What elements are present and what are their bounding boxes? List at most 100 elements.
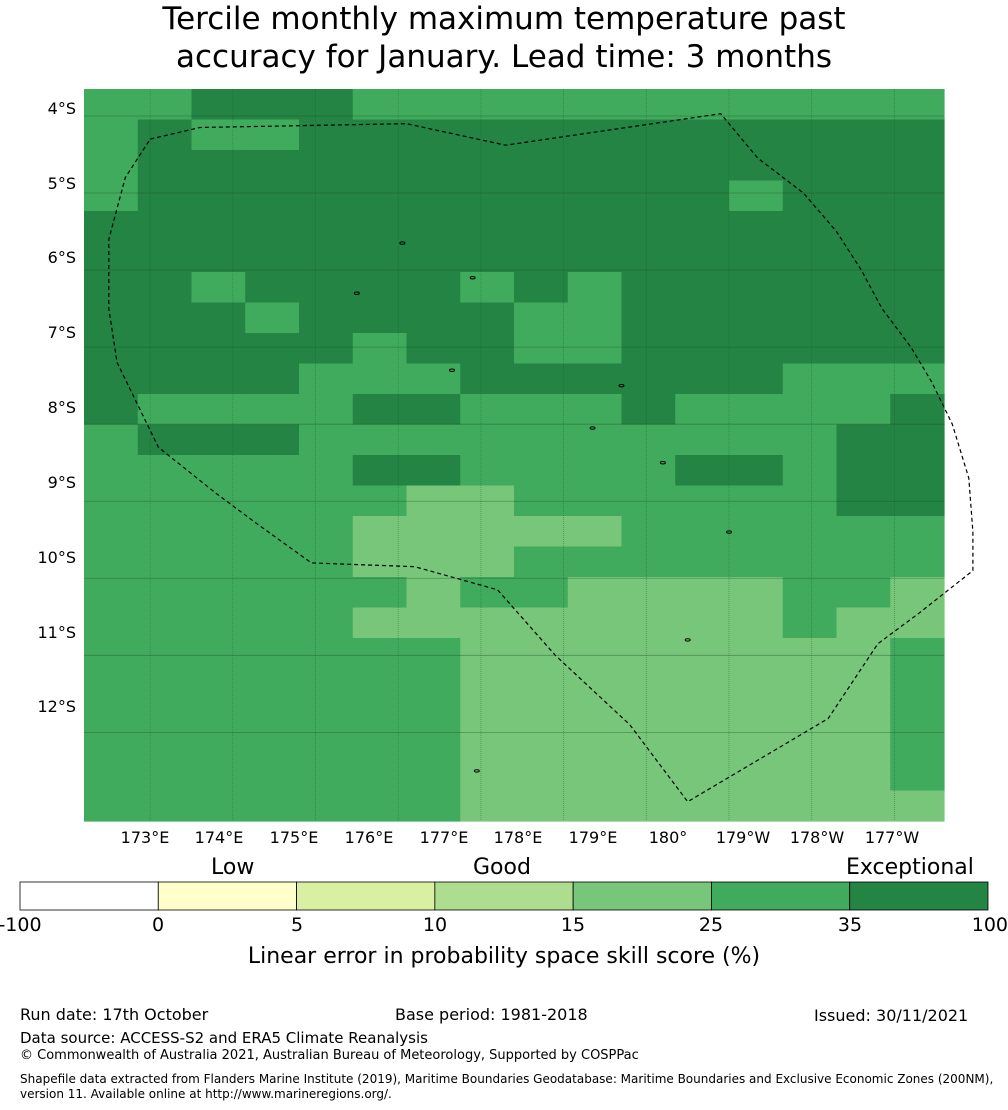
- grid-cell: [245, 485, 300, 517]
- grid-cell: [299, 699, 354, 731]
- lon-label-178e: 178°E: [493, 828, 543, 847]
- grid-cell: [299, 241, 354, 273]
- grid-cell: [406, 485, 461, 517]
- grid-cell: [890, 89, 945, 121]
- grid-cell: [352, 455, 408, 487]
- grid-cell: [567, 89, 623, 121]
- grid-cell: [191, 760, 246, 792]
- colorbar-tick: 100: [971, 914, 1008, 936]
- grid-cell: [137, 211, 193, 243]
- grid-cell: [299, 89, 354, 121]
- grid-cell: [675, 150, 730, 182]
- grid-cell: [567, 363, 623, 395]
- grid-cell: [406, 607, 461, 639]
- grid-cell: [621, 211, 676, 243]
- grid-cell: [299, 790, 354, 822]
- grid-cell: [406, 363, 461, 395]
- grid-cell: [406, 546, 461, 578]
- grid-cell: [460, 699, 515, 731]
- grid-cell: [567, 211, 623, 243]
- grid-cell: [84, 180, 139, 212]
- grid-cell: [299, 668, 354, 700]
- grid-cell: [137, 607, 193, 639]
- grid-cell: [890, 241, 945, 273]
- grid-cell: [299, 424, 354, 456]
- grid-cell: [782, 150, 838, 182]
- grid-cell: [191, 790, 246, 822]
- grid-cell: [299, 546, 354, 578]
- grid-cell: [406, 211, 461, 243]
- colorbar-tick: 0: [151, 914, 165, 936]
- grid-cell: [460, 333, 515, 365]
- grid-cell: [406, 699, 461, 731]
- grid-cell: [621, 546, 676, 578]
- grid-cell: [621, 150, 676, 182]
- island: [353, 291, 360, 295]
- grid-cell: [729, 699, 784, 731]
- grid-cell: [675, 424, 730, 456]
- grid-cell: [191, 516, 246, 548]
- grid-cell: [299, 363, 354, 395]
- grid-cell: [567, 760, 623, 792]
- grid-cell: [782, 424, 838, 456]
- grid-cell: [836, 607, 891, 639]
- grid-cell: [567, 455, 623, 487]
- grid-cell: [890, 455, 945, 487]
- grid-cell: [84, 516, 139, 548]
- grid-cell: [245, 729, 300, 761]
- grid-cell: [245, 455, 300, 487]
- grid-cell: [245, 424, 300, 456]
- grid-cell: [460, 455, 515, 487]
- grid-cell: [245, 607, 300, 639]
- grid-cell: [460, 302, 515, 334]
- grid-cell: [729, 516, 784, 548]
- grid-cell: [836, 729, 891, 761]
- island: [399, 241, 406, 245]
- grid-cell: [729, 119, 784, 151]
- grid-cell: [567, 790, 623, 822]
- grid-cell: [191, 241, 246, 273]
- grid-cell: [137, 546, 193, 578]
- grid-cell: [137, 150, 193, 182]
- grid-cell: [836, 485, 891, 517]
- grid-cell: [567, 302, 623, 334]
- grid-cell: [191, 119, 246, 151]
- grid-cell: [675, 89, 730, 121]
- lon-label-179e: 179°E: [568, 828, 618, 847]
- grid-cell: [675, 363, 730, 395]
- grid-cell: [729, 577, 784, 609]
- grid-cell: [299, 272, 354, 304]
- grid-cell: [406, 180, 461, 212]
- grid-cell: [299, 485, 354, 517]
- colorbar: [19, 881, 989, 911]
- grid-cell: [729, 89, 784, 121]
- data-source: Data source: ACCESS-S2 and ERA5 Climate …: [20, 1029, 428, 1047]
- grid-cell: [84, 546, 139, 578]
- lon-label-173e: 173°E: [120, 828, 170, 847]
- grid-cell: [836, 89, 891, 121]
- grid-cell: [567, 577, 623, 609]
- grid-cell: [729, 668, 784, 700]
- colorbar-segment: [849, 881, 989, 911]
- grid-cell: [299, 211, 354, 243]
- grid-cell: [406, 638, 461, 670]
- grid-cell: [836, 668, 891, 700]
- grid-cell: [729, 150, 784, 182]
- grid-cell: [890, 119, 945, 151]
- grid-cell: [514, 485, 569, 517]
- grid-cell: [836, 150, 891, 182]
- grid-cell: [299, 119, 354, 151]
- grid-cell: [890, 607, 945, 639]
- colorbar-segment: [19, 881, 159, 911]
- grid-cell: [675, 699, 730, 731]
- grid-cell: [782, 89, 838, 121]
- grid-cell: [406, 668, 461, 700]
- grid-cell: [675, 333, 730, 365]
- grid-cell: [191, 180, 246, 212]
- grid-cell: [890, 211, 945, 243]
- grid-cell: [245, 668, 300, 700]
- grid-cell: [460, 546, 515, 578]
- grid-cell: [621, 89, 676, 121]
- island: [469, 276, 476, 280]
- colorbar-segment: [711, 881, 851, 911]
